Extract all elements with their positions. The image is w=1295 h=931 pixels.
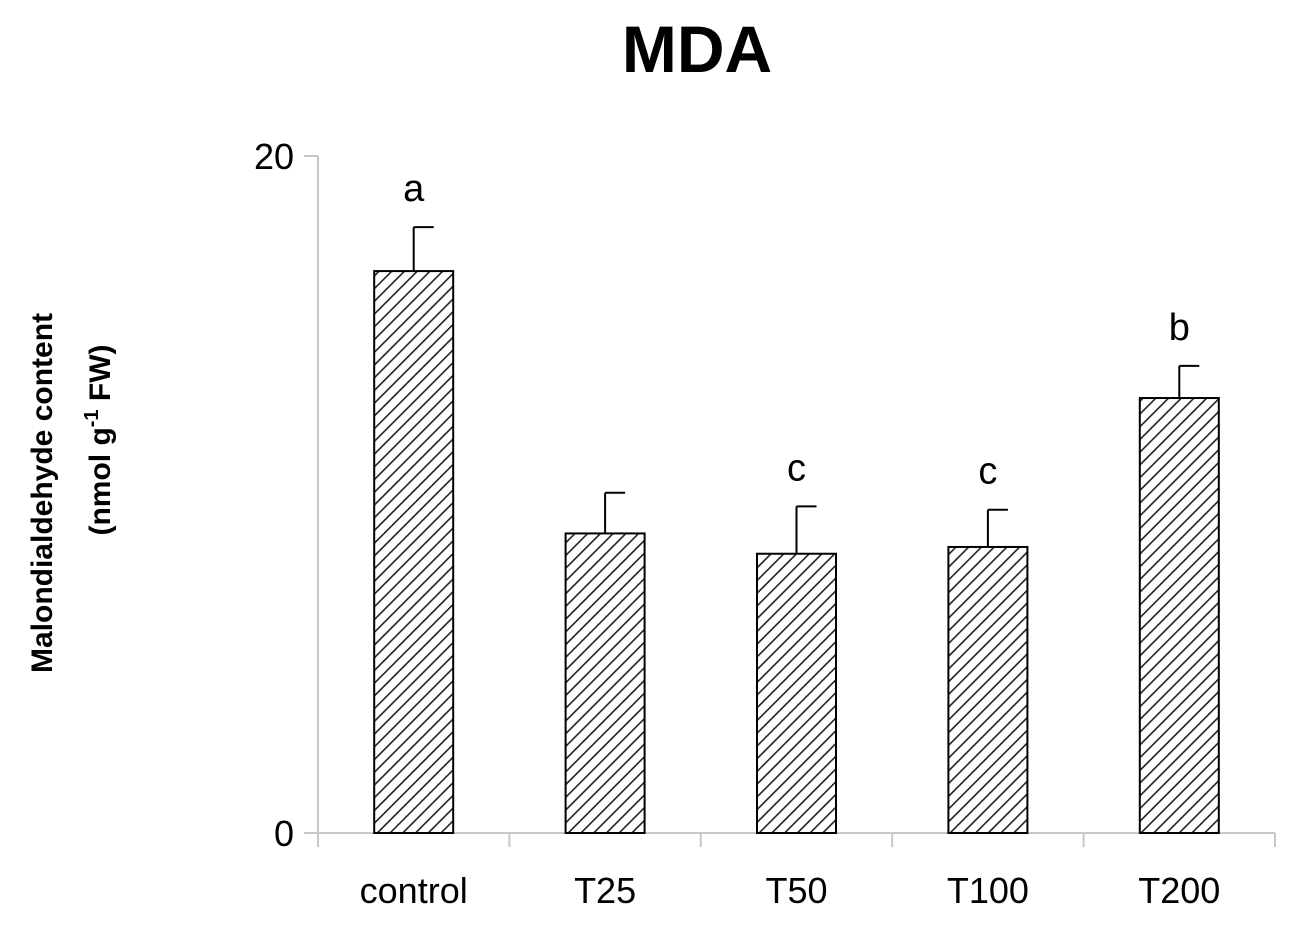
significance-label: a (403, 168, 425, 210)
y-axis-title-line1: Malondialdehyde content (26, 313, 59, 673)
chart-title: MDA (622, 12, 772, 86)
x-tick-label: T50 (765, 870, 827, 911)
y-axis-unit-suffix: FW) (84, 344, 117, 409)
y-axis-title-line2: (nmol g-1 FW) (81, 344, 117, 535)
y-tick-label: 20 (254, 136, 294, 177)
y-tick-label: 0 (274, 813, 294, 854)
significance-label: b (1169, 307, 1190, 349)
y-axis-title: Malondialdehyde content (nmol g-1 FW) (26, 313, 117, 673)
significance-label: c (787, 447, 806, 489)
bar (1138, 397, 1220, 834)
x-tick-label: control (360, 870, 468, 911)
bar (947, 545, 1029, 835)
x-tick-label: T25 (574, 870, 636, 911)
significance-label: c (978, 451, 997, 493)
x-tick-label: T200 (1138, 870, 1220, 911)
bar (756, 552, 837, 834)
bar (373, 270, 455, 834)
y-axis-unit-prefix: (nmol g (84, 427, 117, 535)
bars (373, 226, 1220, 835)
labels: 0 20 control a T25 T50 c T100 c T200 b (254, 136, 1220, 911)
x-tick-label: T100 (947, 870, 1029, 911)
y-axis-unit-superscript: -1 (81, 409, 103, 427)
bar (564, 532, 646, 834)
